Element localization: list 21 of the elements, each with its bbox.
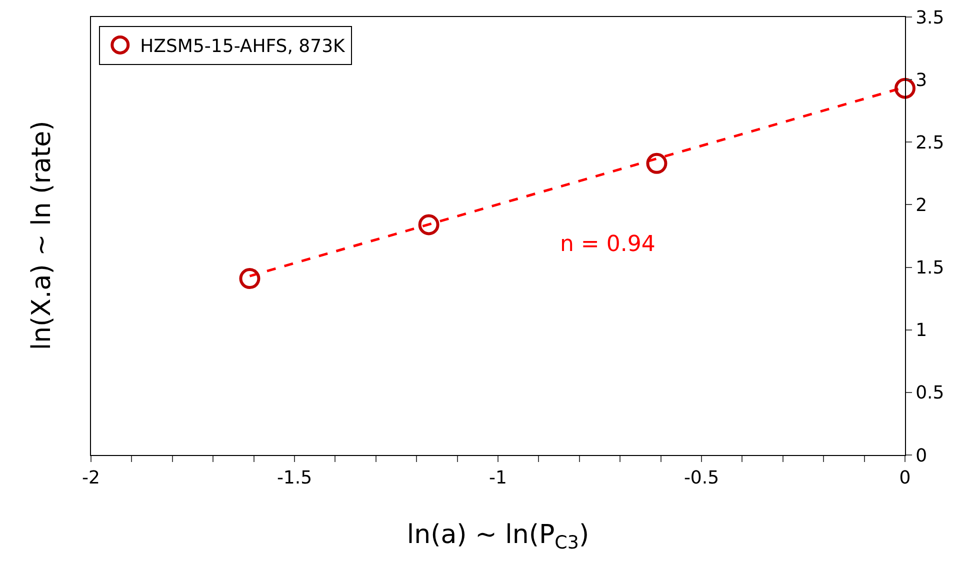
- y-tick-label: 1.5: [916, 258, 944, 279]
- x-axis-title: ln(a) ~ ln(P$_{C3}$): [406, 520, 590, 554]
- point: [894, 78, 916, 99]
- annotation: n = 0.94: [560, 232, 656, 257]
- y-tick-label: 3: [916, 70, 928, 91]
- legend-label: HZSM5-15-AHFS, 873K: [140, 36, 346, 57]
- x-tick-label: -2: [82, 468, 100, 489]
- y-tick-label: 2: [916, 195, 928, 216]
- x-tick-label: -1: [489, 468, 507, 489]
- point: [418, 214, 440, 236]
- y-tick-label: 1: [916, 320, 928, 342]
- y-tick-label: 0: [916, 445, 928, 466]
- y-tick-label: 3.5: [916, 7, 944, 28]
- x-tick-label: -1.5: [276, 468, 312, 489]
- y-tick-label: 0.5: [916, 382, 944, 404]
- y-axis-title: ln(X.a) ~ ln (rate): [27, 120, 58, 350]
- y-tick-label: 2.5: [916, 132, 944, 154]
- x-tick-label: 0: [899, 468, 911, 489]
- x-tick-label: -0.5: [684, 468, 720, 489]
- point: [239, 268, 260, 290]
- point: [646, 152, 668, 174]
